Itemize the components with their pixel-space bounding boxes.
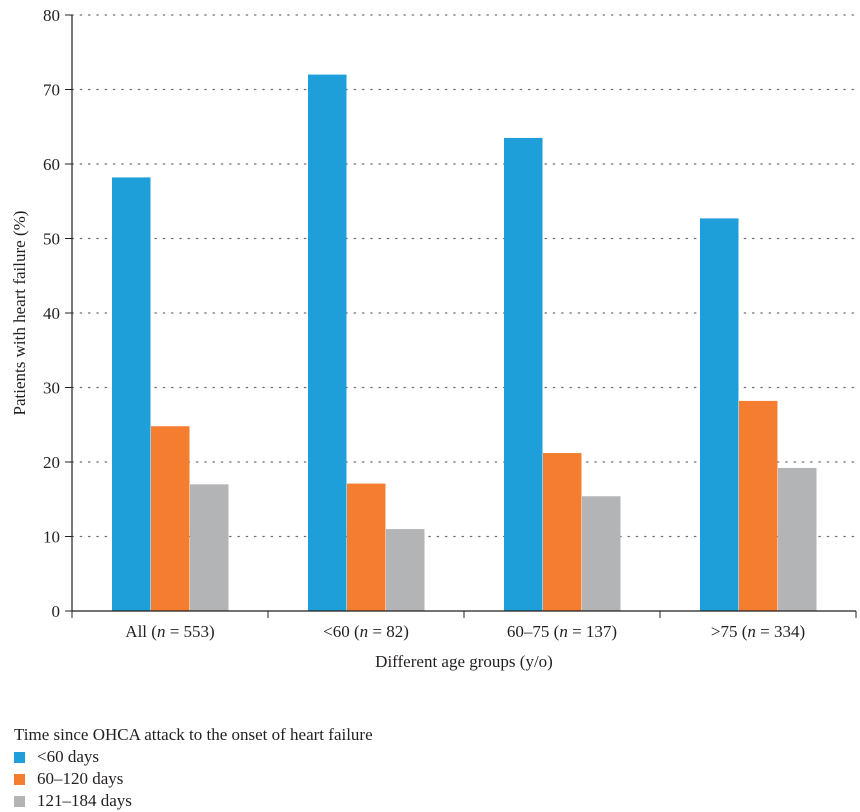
y-tick-label: 10 (43, 528, 60, 547)
legend-swatch (14, 751, 25, 763)
legend-swatch (14, 773, 25, 785)
y-tick-label: 50 (43, 230, 60, 249)
y-tick-label: 70 (43, 81, 60, 100)
bar (778, 467, 817, 611)
x-axis-title: Different age groups (y/o) (375, 652, 553, 671)
bar (504, 137, 543, 612)
bar (582, 496, 621, 611)
legend: Time since OHCA attack to the onset of h… (14, 724, 373, 812)
y-axis-title: Patients with heart failure (%) (10, 211, 29, 416)
bars (112, 74, 817, 612)
legend-swatch (14, 795, 25, 807)
y-tick-label: 60 (43, 155, 60, 174)
bar (112, 177, 151, 611)
bar (543, 453, 582, 611)
axes: 0 10 20 30 40 50 60 70 80 All (n = 553) <60 (n = 8… (43, 6, 857, 641)
y-tick-label: 80 (43, 6, 60, 25)
legend-label: 121–184 days (37, 791, 132, 810)
bar (386, 529, 425, 611)
bar (151, 426, 190, 611)
bar (347, 483, 386, 611)
y-tick-label: 40 (43, 304, 60, 323)
legend-item-121-184-days: 121–184 days (14, 790, 373, 812)
legend-item-lt60-days: <60 days (14, 746, 373, 768)
bar (308, 74, 347, 612)
legend-title: Time since OHCA attack to the onset of h… (14, 725, 373, 744)
y-tick-label: 0 (52, 602, 61, 621)
legend-label: <60 days (37, 747, 99, 766)
legend-item-60-120-days: 60–120 days (14, 768, 373, 790)
bar (190, 484, 229, 611)
x-tick-label: 60–75 (n = 137) (507, 622, 617, 641)
x-tick-label: <60 (n = 82) (323, 622, 409, 641)
bar-chart: 0 10 20 30 40 50 60 70 80 All (n = 553) <60 (n = 8… (10, 6, 857, 671)
x-tick-label: All (n = 553) (125, 622, 214, 641)
bar (739, 400, 778, 611)
bar (700, 218, 739, 611)
legend-label: 60–120 days (37, 769, 124, 788)
y-tick-label: 30 (43, 379, 60, 398)
x-tick-label: >75 (n = 334) (711, 622, 805, 641)
gridlines (71, 14, 857, 538)
y-tick-label: 20 (43, 453, 60, 472)
